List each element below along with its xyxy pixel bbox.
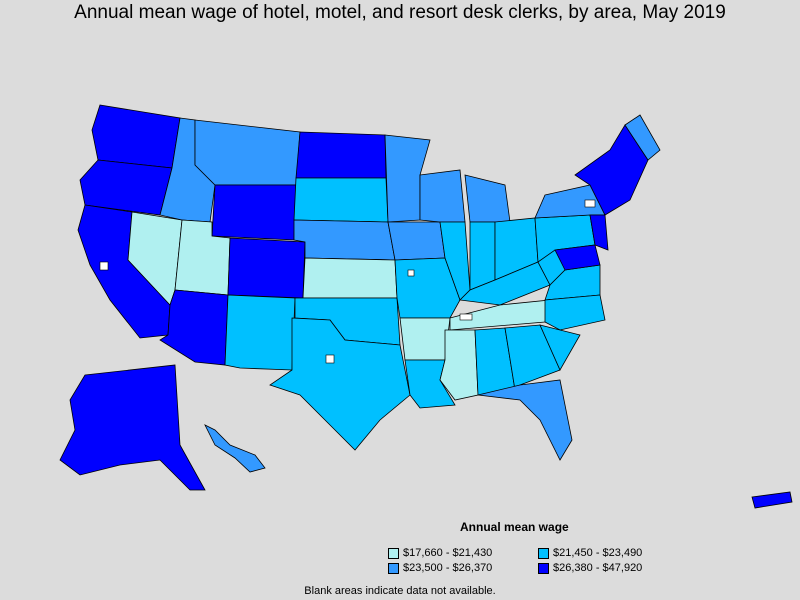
legend-swatch: [388, 562, 399, 574]
legend-swatch: [538, 562, 549, 574]
region-maine: [624, 114, 661, 161]
region-north-carolina: [544, 294, 606, 331]
region-colorado: [227, 237, 306, 299]
blank-areas-note: Blank areas indicate data not available.: [304, 585, 496, 597]
legend-item: $23,500 - $26,370: [388, 562, 538, 574]
blank-area: [459, 313, 473, 321]
blank-area: [325, 354, 335, 364]
legend-item: $17,660 - $21,430: [388, 547, 538, 559]
region-new-mexico: [224, 294, 296, 371]
legend-item: $21,450 - $23,490: [538, 547, 688, 559]
region-maryland: [554, 244, 601, 271]
region-wisconsin: [419, 169, 466, 223]
legend-label: $17,660 - $21,430: [403, 547, 493, 559]
region-arkansas: [399, 317, 451, 361]
legend-label: $23,500 - $26,370: [403, 562, 493, 574]
region-indiana: [469, 221, 496, 291]
region-iowa: [387, 221, 446, 261]
region-hawaii: [204, 424, 266, 473]
region-oregon: [79, 159, 173, 216]
region-washington: [91, 104, 181, 169]
region-wyoming: [211, 184, 297, 241]
region-north-dakota: [295, 131, 387, 179]
region-new-jersey: [589, 214, 609, 251]
region-texas: [269, 317, 411, 451]
region-michigan: [464, 174, 511, 223]
legend-swatch: [388, 547, 399, 559]
region-florida: [477, 379, 573, 461]
blank-area: [99, 261, 109, 271]
legend-swatch: [538, 547, 549, 559]
blank-area: [584, 199, 596, 208]
region-south-dakota: [293, 177, 389, 223]
blank-area: [407, 269, 415, 277]
legend-label: $26,380 - $47,920: [553, 562, 643, 574]
legend-label: $21,450 - $23,490: [553, 547, 643, 559]
region-montana: [194, 119, 301, 186]
region-georgia: [504, 324, 561, 391]
legend-item: $26,380 - $47,920: [538, 562, 688, 574]
region-kansas: [302, 257, 398, 299]
legend-title: Annual mean wage: [460, 520, 569, 534]
region-alaska: [59, 364, 206, 491]
region-virginia: [544, 264, 601, 301]
legend: Annual mean wage $17,660 - $21,430 $21,4…: [380, 520, 680, 574]
region-new-england: [574, 124, 649, 216]
map-title: Annual mean wage of hotel, motel, and re…: [74, 2, 726, 23]
region-south-carolina: [539, 324, 581, 371]
region-nebraska: [293, 219, 396, 261]
region-puerto-rico: [751, 491, 793, 509]
